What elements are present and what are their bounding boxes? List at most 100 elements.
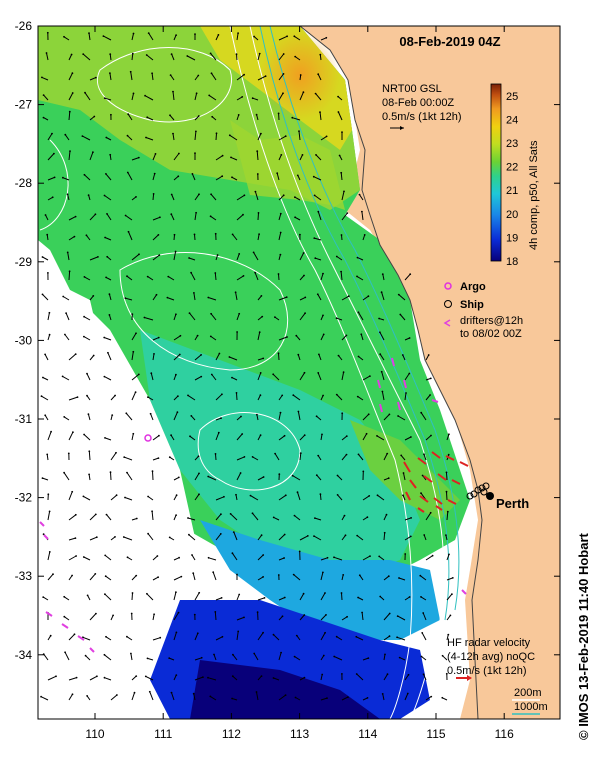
velocity-arrow-head (115, 494, 118, 497)
velocity-arrow-head (253, 35, 256, 38)
velocity-arrow-head (153, 353, 155, 355)
velocity-arrow (124, 497, 133, 501)
velocity-arrow-head (88, 473, 90, 476)
longitude-axis: 110 111 112 113 114 115 116 (85, 26, 514, 741)
velocity-arrow-head (133, 691, 136, 694)
velocity-arrow-head (147, 495, 150, 498)
velocity-arrow (421, 656, 427, 661)
velocity-arrow-head (103, 676, 106, 679)
velocity-arrow (215, 353, 220, 361)
velocity-arrow-head (104, 437, 106, 439)
ocean-nodata-west (38, 290, 200, 590)
product-line3: 0.5m/s (1kt 12h) (382, 111, 461, 123)
velocity-arrow-head (148, 690, 151, 693)
velocity-arrow-head (198, 493, 200, 496)
velocity-arrow (191, 554, 196, 561)
velocity-arrow-head (296, 174, 299, 177)
velocity-arrow-head (292, 573, 295, 576)
velocity-arrow-head (402, 494, 404, 497)
velocity-arrow-head (243, 73, 246, 76)
velocity-arrow-head (95, 612, 97, 615)
velocity-arrow-head (63, 416, 66, 418)
velocity-arrow-head (191, 173, 194, 175)
velocity-arrow-head (279, 411, 282, 414)
velocity-arrow-head (319, 53, 322, 56)
velocity-arrow-head (272, 373, 275, 376)
velocity-arrow-head (217, 34, 220, 36)
velocity-arrow-head (175, 591, 177, 594)
velocity-arrow-head (386, 673, 389, 676)
velocity-arrow-head (86, 372, 88, 375)
velocity-arrow (104, 376, 112, 381)
velocity-arrow-head (188, 257, 191, 259)
velocity-arrow (333, 656, 343, 661)
velocity-arrow-head (49, 634, 52, 637)
velocity-arrow-head (357, 355, 360, 358)
velocity-arrow-head (198, 591, 201, 594)
velocity-arrow-head (62, 295, 65, 298)
velocity-arrow (147, 533, 154, 541)
velocity-arrow (146, 54, 154, 61)
velocity-arrow (104, 677, 112, 681)
velocity-arrow-head (93, 115, 96, 118)
velocity-arrow-head (178, 152, 180, 155)
velocity-arrow (194, 212, 197, 221)
velocity-arrow (361, 211, 364, 221)
velocity-arrow (295, 335, 301, 341)
velocity-arrow (194, 633, 199, 641)
velocity-arrow-head (42, 376, 44, 379)
velocity-arrow (148, 32, 154, 41)
velocity-arrow-head (71, 92, 74, 94)
velocity-arrow-head (150, 372, 153, 375)
velocity-arrow (215, 453, 217, 461)
velocity-arrow (423, 674, 427, 681)
velocity-arrow (41, 76, 49, 81)
velocity-arrow (130, 71, 133, 81)
velocity-arrow (232, 654, 238, 661)
velocity-arrow (336, 317, 343, 321)
velocity-arrow (257, 434, 262, 441)
velocity-arrow (68, 555, 77, 561)
velocity-arrow (320, 37, 327, 41)
velocity-arrow-head (83, 433, 85, 436)
velocity-arrow (314, 194, 322, 201)
velocity-arrow (83, 556, 91, 561)
velocity-arrow-head (399, 313, 402, 316)
velocity-arrow (103, 35, 112, 41)
velocity-arrow-head (151, 470, 154, 472)
velocity-arrow-head (407, 673, 410, 676)
velocity-arrow (341, 435, 348, 441)
velocity-arrow (104, 654, 112, 661)
velocity-arrow (131, 333, 137, 341)
velocity-arrow (341, 696, 349, 701)
velocity-arrow-head (422, 673, 425, 676)
velocity-arrow-head (62, 176, 64, 179)
velocity-arrow-head (319, 111, 321, 113)
velocity-arrow-head (47, 272, 49, 274)
velocity-arrow-head (105, 276, 107, 279)
perth-marker (486, 492, 494, 500)
velocity-arrow-head (192, 692, 195, 695)
velocity-arrow-head (242, 275, 245, 277)
velocity-arrow-head (82, 495, 85, 498)
velocity-arrow-head (342, 371, 345, 373)
velocity-arrow (215, 34, 219, 41)
velocity-arrow-head (210, 72, 213, 75)
velocity-arrow-head (144, 94, 147, 97)
velocity-arrow-head (134, 391, 137, 393)
velocity-arrow (67, 252, 70, 261)
velocity-arrow (296, 635, 301, 641)
velocity-arrow (83, 434, 91, 441)
velocity-arrow (215, 533, 222, 541)
velocity-arrow-head (429, 511, 432, 514)
velocity-arrow-head (420, 655, 423, 658)
velocity-arrow (189, 435, 196, 441)
velocity-arrow (215, 175, 223, 181)
velocity-arrow-head (277, 574, 280, 576)
velocity-arrow-head (175, 514, 178, 516)
velocity-arrow (273, 677, 280, 681)
velocity-arrow-head (130, 652, 132, 655)
hf-scale-arrow (456, 675, 472, 681)
velocity-arrow-head (361, 210, 363, 213)
